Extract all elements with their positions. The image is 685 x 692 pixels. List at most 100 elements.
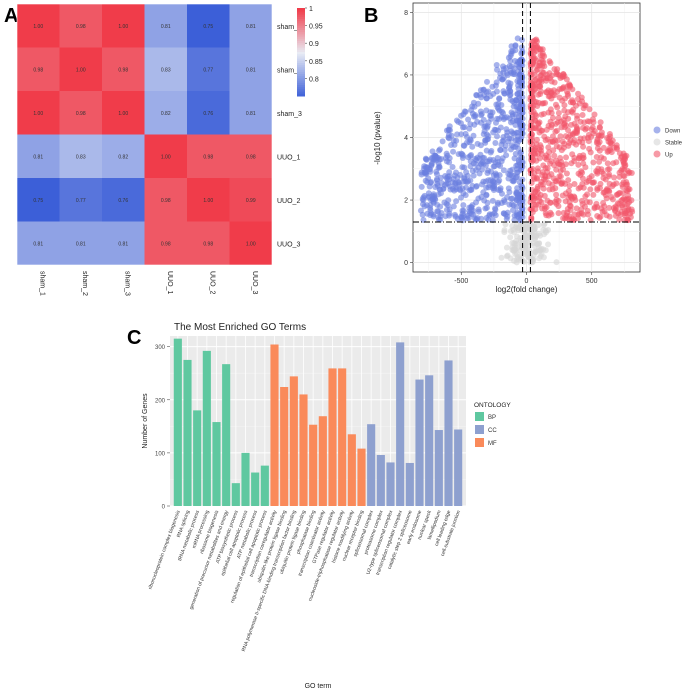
heatmap-cell xyxy=(187,178,230,222)
heatmap-cell xyxy=(102,221,145,265)
volcano-point xyxy=(427,204,434,211)
heatmap-color-legend: 1 0.95 0.9 0.85 0.8 xyxy=(297,6,323,97)
volcano-point xyxy=(497,146,504,153)
volcano-point xyxy=(491,182,498,189)
volcano-point xyxy=(587,149,594,156)
legend-swatch-stable xyxy=(653,138,661,146)
volcano-point xyxy=(507,146,514,153)
volcano-point xyxy=(481,123,488,130)
volcano-point xyxy=(527,61,534,68)
volcano-point xyxy=(500,133,507,140)
volcano-point xyxy=(564,90,571,97)
heatmap-cell-label: 0.98 xyxy=(161,198,171,204)
volcano-point xyxy=(548,95,555,102)
volcano-point xyxy=(463,184,470,191)
volcano-point xyxy=(513,162,520,169)
volcano-plot: -500 0 500 0 2 4 6 8 log2(fold change) -log10 (pv… xyxy=(373,2,683,294)
volcano-point xyxy=(539,46,546,53)
volcano-point xyxy=(586,199,593,206)
volcano-point xyxy=(567,193,574,200)
volcano-point xyxy=(582,102,589,109)
volcano-point xyxy=(528,223,535,230)
volcano-point xyxy=(486,156,493,163)
legend-tick-label: 0.95 xyxy=(309,24,323,31)
volcano-point xyxy=(448,142,455,149)
volcano-point xyxy=(507,91,514,98)
volcano-point xyxy=(485,177,492,184)
volcano-point xyxy=(597,180,604,187)
volcano-point xyxy=(557,154,564,161)
volcano-point xyxy=(612,212,619,219)
volcano-point xyxy=(515,227,522,234)
volcano-point xyxy=(490,163,497,170)
volcano-point xyxy=(495,179,502,186)
legend-gradient-step xyxy=(297,85,305,88)
heatmap-cell-label: 1.00 xyxy=(33,111,43,117)
volcano-point xyxy=(593,200,600,207)
volcano-point xyxy=(577,135,584,142)
volcano-point xyxy=(463,133,470,140)
volcano-point xyxy=(503,126,510,133)
volcano-point xyxy=(507,234,514,241)
volcano-point xyxy=(446,206,453,213)
volcano-point xyxy=(591,111,598,118)
volcano-point xyxy=(538,56,545,63)
volcano-point xyxy=(469,167,476,174)
volcano-point xyxy=(587,186,594,193)
heatmap-cell xyxy=(229,4,272,48)
volcano-point xyxy=(522,224,529,231)
volcano-point xyxy=(473,183,480,190)
volcano-point xyxy=(418,183,425,190)
go-bar xyxy=(202,350,211,506)
volcano-point xyxy=(570,216,577,223)
volcano-point xyxy=(489,83,496,90)
volcano-point xyxy=(534,185,541,192)
legend-tick-label: 0.85 xyxy=(309,59,323,66)
volcano-point xyxy=(428,178,435,185)
legend-gradient-step xyxy=(297,19,305,22)
heatmap-column-label: sham_1 xyxy=(38,271,45,296)
volcano-point xyxy=(433,168,440,175)
volcano-point xyxy=(459,207,466,214)
heatmap-cell xyxy=(59,91,102,135)
volcano-point xyxy=(516,78,523,85)
volcano-point xyxy=(540,162,547,169)
heatmap-cell xyxy=(229,91,272,135)
go-bar xyxy=(173,338,182,506)
heatmap-cell-label: 1.00 xyxy=(76,67,86,73)
volcano-point xyxy=(528,131,535,138)
volcano-point xyxy=(596,158,603,165)
volcano-point xyxy=(508,195,515,202)
volcano-point xyxy=(550,147,557,154)
volcano-point xyxy=(507,255,514,262)
volcano-point xyxy=(542,247,549,254)
volcano-point xyxy=(530,193,537,200)
volcano-point xyxy=(608,194,615,201)
volcano-point xyxy=(505,185,512,192)
go-chart-title: The Most Enriched GO Terms xyxy=(174,322,306,333)
x-tick-label: ribonucleoprotein complex biogenesis xyxy=(147,509,181,590)
volcano-point xyxy=(582,193,589,200)
volcano-point xyxy=(553,166,560,173)
heatmap-cell xyxy=(187,221,230,265)
volcano-point xyxy=(537,253,544,260)
go-bar xyxy=(270,344,279,506)
volcano-point xyxy=(454,174,461,181)
heatmap-row-label: UUO_2 xyxy=(277,198,300,205)
legend-gradient-step xyxy=(297,67,305,71)
volcano-point xyxy=(515,85,522,92)
volcano-point xyxy=(535,230,542,237)
legend-swatch-mf xyxy=(475,438,484,447)
heatmap-column-label: UUO_1 xyxy=(166,271,173,294)
go-bar xyxy=(222,364,231,506)
volcano-point xyxy=(539,181,546,188)
volcano-point xyxy=(421,165,428,172)
legend-swatch-down xyxy=(653,126,661,134)
volcano-point xyxy=(556,161,563,168)
volcano-point xyxy=(551,66,558,73)
volcano-point xyxy=(618,167,625,174)
volcano-point xyxy=(562,180,569,187)
volcano-point xyxy=(624,187,631,194)
volcano-point xyxy=(475,100,482,107)
